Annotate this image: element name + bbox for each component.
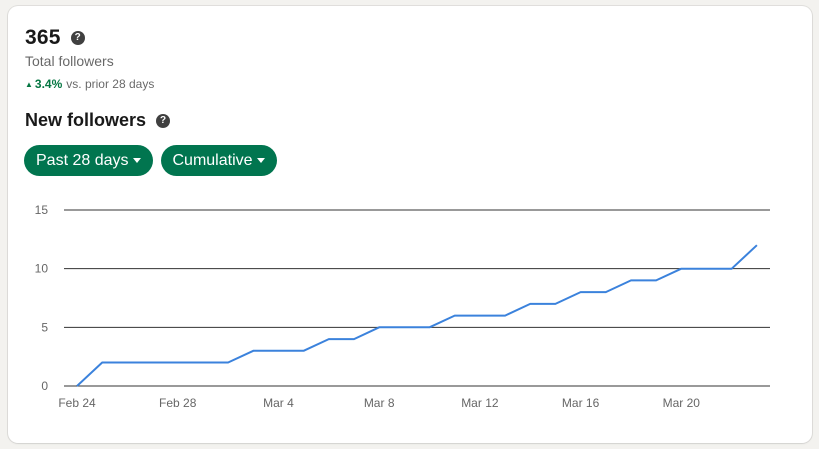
question-circle-icon[interactable]: ?: [156, 113, 171, 128]
question-circle-icon[interactable]: ?: [70, 31, 85, 45]
x-tick-label: Mar 8: [364, 396, 395, 410]
series-line[interactable]: [76, 244, 758, 387]
trend-percent: 3.4%: [34, 77, 63, 91]
y-tick-label: 0: [41, 379, 48, 393]
y-tick-label: 15: [35, 203, 49, 217]
total-followers-value: 365: [25, 26, 61, 49]
y-tick-label: 10: [35, 262, 49, 276]
time-range-dropdown[interactable]: Past 28 days: [24, 145, 153, 176]
trend-text: vs. prior 28 days: [66, 77, 155, 91]
section-header: New followers ?: [25, 110, 171, 131]
chart-filters: Past 28 days Cumulative: [24, 145, 277, 176]
total-followers-row: 365 ?: [25, 26, 85, 50]
trend-up-icon: ▲: [25, 79, 33, 89]
mode-dropdown[interactable]: Cumulative: [160, 145, 277, 176]
x-tick-label: Mar 20: [663, 396, 701, 410]
y-tick-label: 5: [41, 320, 48, 334]
x-tick-label: Feb 28: [159, 396, 197, 410]
caret-down-icon: [256, 158, 265, 163]
x-tick-label: Feb 24: [58, 396, 96, 410]
total-followers-label: Total followers: [25, 53, 114, 69]
x-tick-label: Mar 4: [263, 396, 294, 410]
x-tick-label: Mar 12: [461, 396, 499, 410]
section-title: New followers: [25, 110, 147, 130]
x-tick-label: Mar 16: [562, 396, 600, 410]
mode-label: Cumulative: [172, 151, 253, 169]
time-range-label: Past 28 days: [36, 151, 129, 169]
caret-down-icon: [132, 158, 141, 163]
trend-indicator: ▲ 3.4% vs. prior 28 days: [25, 77, 154, 91]
followers-card: [8, 6, 812, 443]
